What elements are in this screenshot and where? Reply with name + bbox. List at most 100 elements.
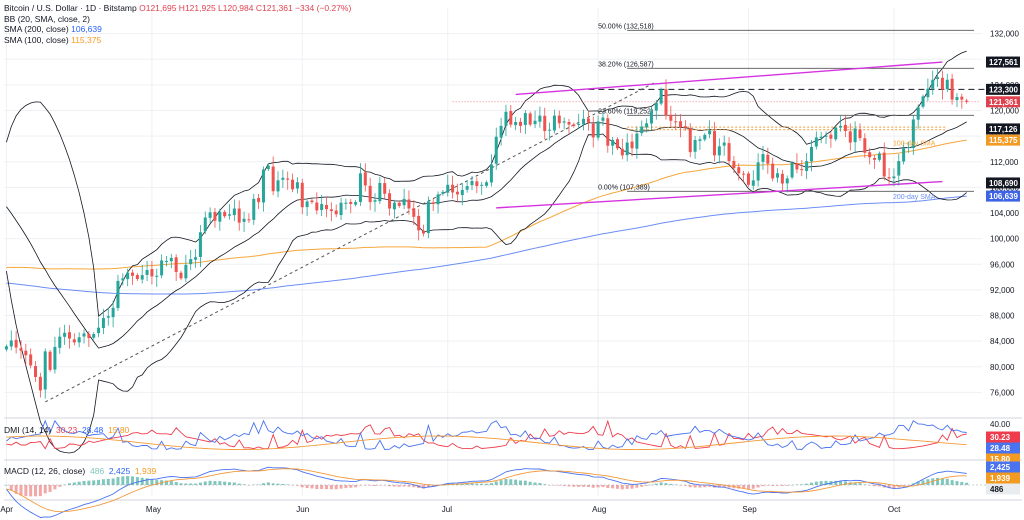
trendline-channel-bottom [496,180,943,209]
candle-body [184,264,188,279]
y-tick-label: 112,000 [990,158,1019,167]
candle-body [121,278,125,281]
candle-body [257,197,261,203]
macd-hist-bar [126,476,130,485]
candle-body [732,160,736,169]
candle-body [611,139,615,146]
macd-hist-bar [426,485,430,488]
dmi-plus-value: 30.23 [55,425,78,435]
candle-body [397,202,401,206]
candle-body [101,318,105,329]
candle-body [523,113,527,125]
candle-body [761,154,765,162]
candle-body [499,125,503,138]
macd-hist-bar [654,483,658,485]
sma200-label: SMA (200, close) [4,24,69,34]
candle-body [887,177,891,179]
candle-body [261,169,265,203]
candle-body [271,166,275,192]
candle-body [325,204,329,210]
macd-hist-bar [276,483,280,485]
candle-body [38,376,42,391]
macd-hist-bar [887,485,891,489]
macd-hist-bar [693,485,697,488]
macd-hist-bar [596,485,600,488]
candle-body [960,96,964,100]
sma200-line [6,195,967,295]
macd-hist-bar [557,485,561,486]
candle-body [936,77,940,79]
macd-hist-bar [567,485,571,487]
macd-hist-bar [921,480,925,485]
macd-hist-bar [688,485,692,488]
candle-body [552,115,556,131]
candle-body [654,102,658,111]
candle-body [819,136,823,139]
macd-hist-bar [261,483,265,485]
price-tag-label: 127,561 [989,58,1018,67]
candle-body [140,275,144,280]
macd-hist-bar [460,483,464,485]
macd-hist-bar [960,481,964,485]
macd-hist-bar [494,481,498,485]
candle-body [533,120,537,125]
macd-hist-bar [4,485,8,486]
candle-body [771,163,775,179]
macd-hist-bar [737,485,741,489]
price-tag-box [986,56,1020,68]
macd-hist-bar [727,485,731,488]
macd-hist-bar [286,484,290,485]
candle-body [315,202,319,211]
candle-body [562,121,566,123]
macd-hist-bar [150,479,154,485]
dmi-tick-label: 40.00 [990,420,1011,429]
macd-hist-bar [499,480,503,485]
macd-hist-bar [586,485,590,487]
candle-body [111,307,115,318]
macd-hist-bar [48,485,52,492]
macd-hist-bar [863,484,867,485]
macd-hist-bar [761,485,765,487]
candle-body [475,181,479,187]
candle-body [814,137,818,147]
macd-hist-bar [518,480,523,485]
candle-body [737,167,741,174]
candle-body [780,173,784,184]
candle-body [518,121,523,126]
candle-body [664,89,668,116]
candle-body [24,350,28,356]
macd-hist-bar [480,483,484,485]
candle-body [417,215,421,231]
macd-hist-bar [664,483,668,485]
macd-value-tag [986,472,1020,484]
macd-hist-bar [72,482,76,485]
candle-body [300,182,304,208]
macd-histogram [4,476,969,497]
macd-hist-bar [640,485,644,487]
macd-hist-bar [339,485,343,489]
candle-body [126,272,130,280]
macd-hist-bar [223,481,227,485]
macd-hist-bar [305,485,309,488]
macd-hist-bar [87,480,91,485]
macd-value: 2,425 [108,466,131,476]
macd-hist-bar [475,483,479,485]
candle-body [63,332,67,337]
macd-hist-bar [349,485,353,488]
candle-body [135,275,139,279]
macd-hist-bar [101,479,105,485]
x-tick-label: Jul [442,505,452,514]
macd-legend: MACD (12, 26, close) 486 2,425 1,939 [4,466,156,476]
y-tick-label: 120,000 [990,107,1019,116]
macd-hist-bar [591,485,595,488]
fib-level-label: 23.60% (119,252) [598,108,653,115]
dmi-value-tag [986,431,1020,443]
candle-body [543,115,547,131]
candle-body [882,152,886,177]
candle-body [276,180,280,192]
candle-body [582,118,586,125]
macd-hist-bar [135,477,139,485]
macd-hist-bar [402,485,406,487]
candle-body [504,111,508,126]
